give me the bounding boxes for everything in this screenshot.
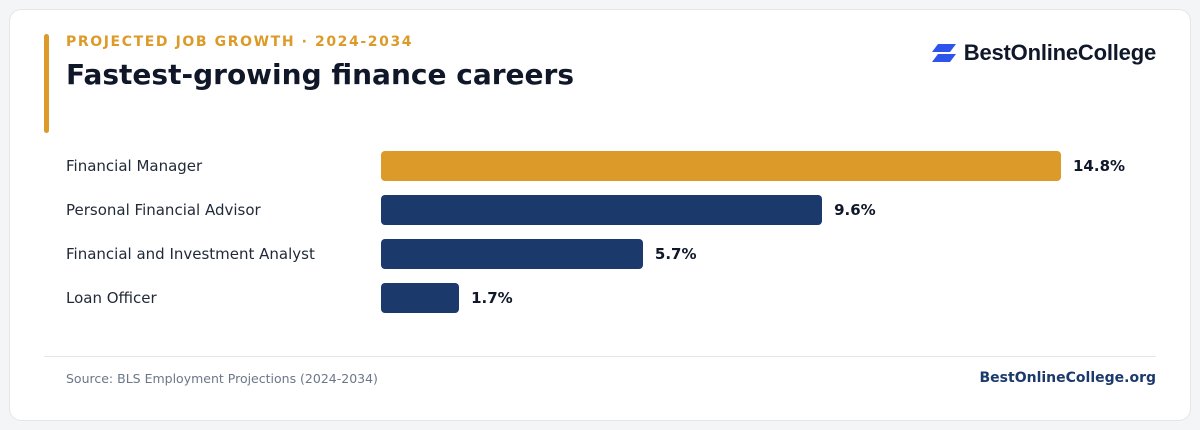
- footer-divider: [44, 356, 1156, 357]
- value-label: 9.6%: [834, 201, 876, 219]
- chart-title: Fastest-growing finance careers: [66, 58, 574, 91]
- bar: [381, 239, 643, 269]
- category-label: Personal Financial Advisor: [66, 201, 261, 219]
- category-label: Financial and Investment Analyst: [66, 245, 315, 263]
- accent-bar: [44, 34, 49, 133]
- value-label: 5.7%: [654, 245, 697, 263]
- chart-card: PROJECTED JOB GROWTH · 2024-2034 Fastest…: [9, 9, 1191, 421]
- bar: [381, 151, 1061, 181]
- site-link[interactable]: BestOnlineCollege.org: [979, 370, 1156, 386]
- eyebrow-label: PROJECTED JOB GROWTH · 2024-2034: [66, 34, 414, 50]
- bar-chart: Financial Manager 14.8% Personal Financial…: [10, 140, 1192, 330]
- category-label: Loan Officer: [66, 289, 157, 307]
- brand-logo-icon: [931, 44, 956, 62]
- source-note: Source: BLS Employment Projections (2024…: [66, 371, 378, 386]
- value-label: 14.8%: [1073, 157, 1126, 175]
- value-label: 1.7%: [471, 289, 513, 307]
- bar: [381, 283, 460, 313]
- category-label: Financial Manager: [66, 157, 203, 175]
- brand-logo: BestOnlineCollege: [931, 40, 1156, 66]
- brand-name: BestOnlineCollege: [963, 40, 1156, 65]
- bar: [381, 195, 823, 225]
